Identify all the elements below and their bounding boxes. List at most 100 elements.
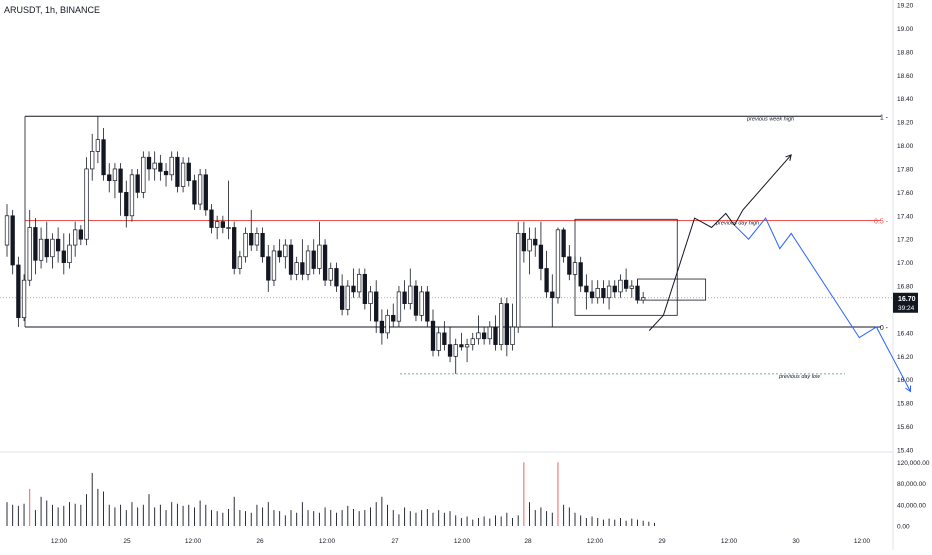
candle-body bbox=[186, 162, 191, 182]
range-boxes bbox=[574, 218, 707, 316]
candle-body bbox=[374, 291, 379, 322]
candle-body bbox=[169, 156, 174, 176]
candle-body bbox=[459, 344, 464, 348]
price-tick-label: 15.40 bbox=[897, 448, 914, 455]
price-tick-label: 16.20 bbox=[897, 354, 914, 361]
candle-body bbox=[328, 268, 333, 281]
candle-body bbox=[589, 291, 595, 299]
candle-body bbox=[294, 262, 299, 275]
grid bbox=[0, 0, 894, 550]
price-tick-label: 19.20 bbox=[897, 3, 914, 10]
candle-body bbox=[107, 174, 112, 182]
candle-body bbox=[538, 244, 544, 269]
bar-countdown: 39:24 bbox=[898, 305, 915, 312]
candle-body bbox=[226, 227, 231, 229]
candles bbox=[4, 116, 646, 374]
time-tick-label: 28 bbox=[524, 538, 532, 545]
candle-body bbox=[220, 221, 225, 228]
candle-body bbox=[641, 297, 646, 301]
candle-body bbox=[419, 291, 424, 316]
time-tick-label: 12:00 bbox=[854, 538, 871, 545]
candle-body bbox=[396, 291, 402, 322]
time-tick-label: 12:00 bbox=[185, 538, 202, 545]
candle-body bbox=[16, 264, 21, 319]
candle-body bbox=[78, 229, 83, 240]
candle-body bbox=[84, 168, 89, 240]
candle-body bbox=[243, 233, 248, 258]
candle-body bbox=[44, 238, 49, 258]
candle-body bbox=[606, 285, 612, 299]
candle-body bbox=[288, 244, 294, 275]
candle-body bbox=[192, 180, 197, 205]
fib-label: 0.5 - bbox=[874, 218, 889, 225]
candle-body bbox=[521, 233, 527, 252]
projection-paths bbox=[648, 154, 912, 393]
candle-body bbox=[425, 291, 430, 322]
candle-body bbox=[203, 174, 208, 211]
candle-body bbox=[163, 170, 169, 176]
candle-body bbox=[90, 151, 95, 170]
candle-body bbox=[402, 291, 407, 304]
candle-body bbox=[135, 174, 140, 193]
candle-body bbox=[175, 156, 180, 187]
time-tick-label: 12:00 bbox=[721, 538, 738, 545]
candle-body bbox=[635, 285, 640, 301]
range-box bbox=[574, 218, 678, 316]
time-tick-label: 12:00 bbox=[454, 538, 471, 545]
price-tick-label: 17.60 bbox=[897, 190, 914, 197]
candle-body bbox=[283, 244, 288, 258]
candle-body bbox=[50, 238, 55, 258]
candle-body bbox=[334, 268, 339, 287]
candle-body bbox=[481, 332, 487, 340]
price-tick-label: 18.60 bbox=[897, 73, 914, 80]
arrow-down-icon bbox=[905, 385, 912, 393]
time-tick-label: 25 bbox=[123, 538, 131, 545]
candle-body bbox=[61, 250, 66, 263]
candle-body bbox=[141, 156, 146, 193]
candle-body bbox=[322, 244, 328, 281]
candle-body bbox=[317, 244, 322, 269]
candle-body bbox=[527, 238, 532, 252]
fib-label: 0 - bbox=[880, 325, 889, 332]
time-tick-label: 29 bbox=[658, 538, 666, 545]
candle-body bbox=[629, 285, 634, 289]
candle-body bbox=[391, 314, 396, 322]
price-tick-label: 19.00 bbox=[897, 26, 914, 33]
candle-body bbox=[73, 229, 78, 246]
candle-body bbox=[277, 250, 282, 258]
candle-body bbox=[555, 229, 561, 299]
candle-body bbox=[584, 285, 589, 293]
candle-body bbox=[379, 320, 385, 334]
candle-body bbox=[10, 215, 15, 266]
price-tick-label: 17.20 bbox=[897, 237, 914, 244]
annotation-label: previous day high bbox=[715, 220, 759, 226]
candle-body bbox=[215, 221, 220, 228]
candle-body bbox=[266, 256, 271, 281]
candle-body bbox=[618, 279, 623, 293]
candle-body bbox=[572, 262, 578, 275]
time-tick-label: 26 bbox=[256, 538, 264, 545]
price-tick-label: 16.00 bbox=[897, 377, 914, 384]
candle-body bbox=[493, 326, 498, 345]
volume-tick-label: 40,000.00 bbox=[897, 502, 926, 509]
candle-body bbox=[254, 233, 260, 246]
price-tick-label: 18.00 bbox=[897, 143, 914, 150]
price-tick-label: 15.60 bbox=[897, 424, 914, 431]
candle-body bbox=[95, 139, 101, 152]
candle-body bbox=[561, 229, 566, 258]
candle-body bbox=[101, 139, 106, 176]
candle-body bbox=[345, 285, 350, 310]
candle-body bbox=[197, 174, 203, 205]
price-tick-label: 16.80 bbox=[897, 284, 914, 291]
volume-tick-label: 0.00 bbox=[897, 524, 910, 531]
time-tick-label: 27 bbox=[391, 538, 399, 545]
time-tick-label: 12:00 bbox=[587, 538, 604, 545]
arrow-up-icon bbox=[785, 154, 792, 161]
candle-body bbox=[158, 162, 163, 172]
time-tick-label: 30 bbox=[792, 538, 800, 545]
candle-body bbox=[516, 233, 521, 328]
candle-body bbox=[470, 338, 475, 345]
candle-body bbox=[567, 256, 572, 275]
